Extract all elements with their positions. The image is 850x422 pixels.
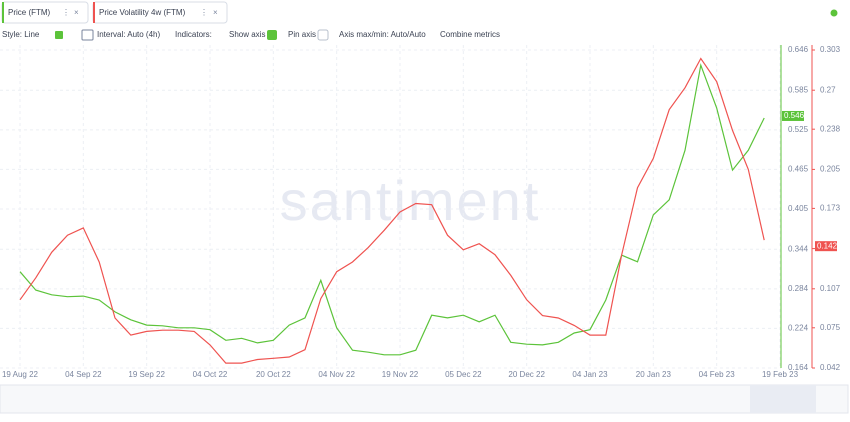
last-value-box bbox=[782, 110, 804, 121]
x-tick-label: 19 Aug 22 bbox=[2, 370, 39, 379]
last-value-box bbox=[815, 241, 837, 252]
y-tick-label: 0.646 bbox=[788, 45, 809, 54]
y2-tick-label: 0.205 bbox=[820, 165, 841, 174]
y-tick-label: 0.525 bbox=[788, 125, 809, 134]
y2-tick-label: 0.042 bbox=[820, 363, 841, 372]
series-line bbox=[19, 57, 765, 364]
x-tick-label: 19 Feb 23 bbox=[762, 370, 799, 379]
y-tick-label: 0.405 bbox=[788, 204, 809, 213]
navigator-window[interactable] bbox=[750, 385, 816, 413]
axis-minmax-select[interactable]: Axis max/min: Auto/Auto bbox=[339, 30, 426, 39]
tab-menu[interactable]: ⋮ bbox=[62, 8, 70, 17]
y-tick-label: 0.164 bbox=[788, 363, 809, 372]
last-value-label: 0.142 bbox=[817, 241, 838, 250]
y-tick-label: 0.585 bbox=[788, 85, 809, 94]
y2-tick-label: 0.27 bbox=[820, 85, 836, 94]
x-tick-label: 05 Dec 22 bbox=[445, 370, 482, 379]
indicators-select[interactable]: Indicators: bbox=[175, 30, 212, 39]
show-axis-label: Show axis bbox=[229, 30, 265, 39]
tab-menu[interactable]: ⋮ bbox=[200, 8, 208, 17]
x-tick-label: 04 Nov 22 bbox=[318, 370, 355, 379]
x-tick-label: 04 Feb 23 bbox=[699, 370, 736, 379]
x-tick-label: 20 Jan 23 bbox=[636, 370, 672, 379]
y2-tick-label: 0.075 bbox=[820, 323, 841, 332]
x-tick-label: 20 Dec 22 bbox=[508, 370, 545, 379]
tab-color bbox=[2, 2, 4, 23]
combine-metrics[interactable]: Combine metrics bbox=[440, 30, 500, 39]
y2-tick-label: 0.107 bbox=[820, 284, 841, 293]
show-axis-checkbox[interactable] bbox=[267, 30, 277, 40]
x-tick-label: 19 Sep 22 bbox=[128, 370, 165, 379]
status-dot bbox=[830, 9, 838, 17]
tab-close[interactable]: × bbox=[74, 8, 79, 17]
tab-label: Price Volatility 4w (FTM) bbox=[99, 8, 186, 17]
pin-axis-checkbox[interactable] bbox=[317, 29, 329, 41]
calendar-icon bbox=[81, 29, 94, 41]
navigator[interactable] bbox=[0, 384, 849, 414]
last-value-label: 0.546 bbox=[784, 111, 805, 120]
x-tick-label: 19 Nov 22 bbox=[382, 370, 419, 379]
x-tick-label: 04 Sep 22 bbox=[65, 370, 102, 379]
tab-label: Price (FTM) bbox=[8, 8, 51, 17]
y-tick-label: 0.284 bbox=[788, 284, 809, 293]
tab-color bbox=[93, 2, 95, 23]
color-picker[interactable] bbox=[55, 31, 63, 39]
y2-tick-label: 0.303 bbox=[820, 45, 841, 54]
y-tick-label: 0.224 bbox=[788, 324, 809, 333]
style-select[interactable]: Style: Line bbox=[2, 30, 40, 39]
y-tick-label: 0.344 bbox=[788, 244, 809, 253]
y2-tick-label: 0.173 bbox=[820, 204, 841, 213]
x-tick-label: 20 Oct 22 bbox=[256, 370, 291, 379]
watermark: santiment bbox=[280, 169, 541, 232]
pin-axis-label: Pin axis bbox=[288, 30, 316, 39]
x-tick-label: 04 Jan 23 bbox=[572, 370, 608, 379]
y-tick-label: 0.465 bbox=[788, 165, 809, 174]
x-tick-label: 04 Oct 22 bbox=[193, 370, 228, 379]
tab-close[interactable]: × bbox=[213, 8, 218, 17]
series-line bbox=[19, 62, 765, 356]
interval-select[interactable]: Interval: Auto (4h) bbox=[97, 30, 160, 39]
y2-tick-label: 0.238 bbox=[820, 124, 841, 133]
